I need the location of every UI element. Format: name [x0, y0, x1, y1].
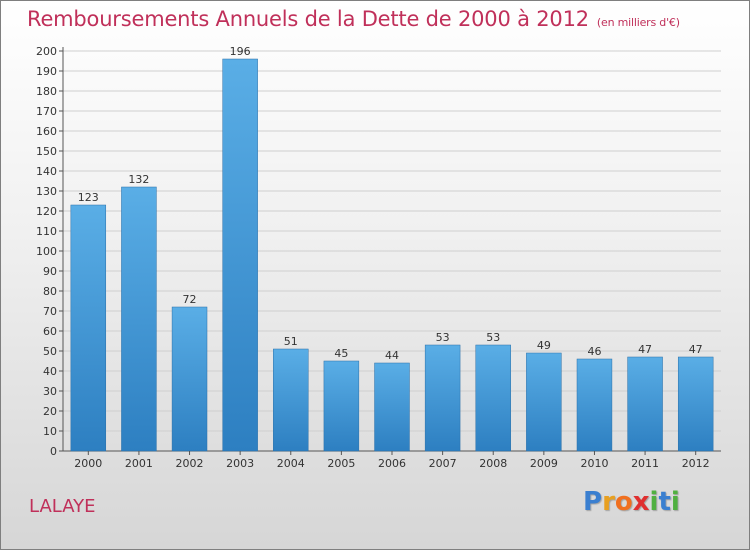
bar: [526, 352, 562, 452]
logo-letter: t: [658, 487, 671, 517]
title-unit: (en milliers d'€): [596, 16, 680, 29]
x-tick-label: 2006: [378, 457, 406, 470]
x-tick-label: 2012: [682, 457, 710, 470]
bar: [576, 358, 613, 452]
logo-letter: i: [649, 487, 659, 517]
x-tick-label: 2009: [530, 457, 558, 470]
proxiti-logo: Proxiti: [583, 487, 680, 517]
y-tick-label: 70: [43, 305, 57, 318]
x-tick-label: 2003: [226, 457, 254, 470]
data-label: 51: [284, 335, 298, 348]
logo-letter: x: [632, 487, 650, 517]
bar: [222, 58, 258, 452]
x-tick-label: 2001: [125, 457, 153, 470]
bar: [273, 348, 309, 452]
y-tick-label: 40: [43, 365, 57, 378]
data-label: 49: [537, 339, 551, 352]
title-text: Remboursements Annuels de la Dette de 20…: [27, 7, 589, 31]
data-label: 44: [385, 349, 399, 362]
y-tick-label: 80: [43, 285, 57, 298]
chart-title: Remboursements Annuels de la Dette de 20…: [27, 7, 680, 31]
x-tick-label: 2005: [327, 457, 355, 470]
y-tick-label: 180: [36, 85, 57, 98]
data-label: 46: [587, 345, 601, 358]
x-tick-label: 2004: [277, 457, 305, 470]
y-tick-label: 90: [43, 265, 57, 278]
y-tick-label: 20: [43, 405, 57, 418]
bar: [374, 362, 410, 452]
place-name: LALAYE: [29, 496, 96, 517]
x-tick-label: 2002: [176, 457, 204, 470]
bar: [171, 306, 208, 452]
y-tick-label: 200: [36, 45, 57, 58]
x-tick-label: 2000: [74, 457, 102, 470]
data-label: 72: [183, 293, 197, 306]
y-tick-label: 120: [36, 205, 57, 218]
x-tick-label: 2010: [580, 457, 608, 470]
y-tick-label: 0: [50, 445, 57, 458]
x-tick-label: 2011: [631, 457, 659, 470]
bar: [70, 204, 107, 452]
data-label: 47: [689, 343, 703, 356]
logo-letter: r: [602, 487, 615, 517]
bar: [475, 344, 511, 452]
logo-letter: P: [583, 487, 603, 517]
y-tick-label: 190: [36, 65, 57, 78]
bar: [323, 360, 360, 452]
logo-letter: o: [614, 487, 633, 517]
data-label: 53: [486, 331, 500, 344]
y-tick-label: 160: [36, 125, 57, 138]
y-tick-label: 50: [43, 345, 57, 358]
y-tick-label: 170: [36, 105, 57, 118]
data-label: 132: [128, 173, 149, 186]
y-tick-label: 110: [36, 225, 57, 238]
data-label: 45: [334, 347, 348, 360]
y-tick-label: 60: [43, 325, 57, 338]
x-tick-label: 2008: [479, 457, 507, 470]
data-label: 53: [436, 331, 450, 344]
y-tick-label: 130: [36, 185, 57, 198]
logo-letter: i: [670, 487, 680, 517]
x-tick-label: 2007: [429, 457, 457, 470]
data-label: 123: [78, 191, 99, 204]
y-tick-label: 150: [36, 145, 57, 158]
bar: [424, 344, 461, 452]
bar: [627, 356, 663, 452]
bar: [121, 186, 157, 452]
y-tick-label: 30: [43, 385, 57, 398]
data-label: 196: [230, 45, 251, 58]
y-tick-label: 140: [36, 165, 57, 178]
bar: [677, 356, 714, 452]
y-tick-label: 100: [36, 245, 57, 258]
y-tick-label: 10: [43, 425, 57, 438]
data-label: 47: [638, 343, 652, 356]
